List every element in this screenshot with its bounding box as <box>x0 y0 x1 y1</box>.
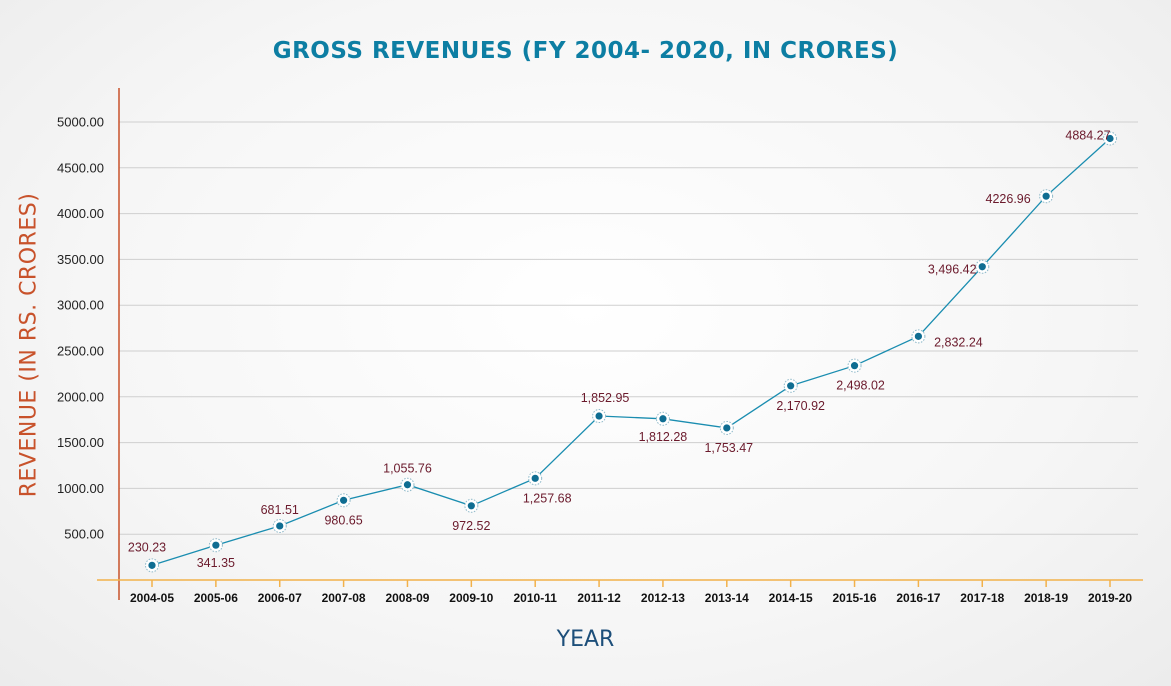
x-axis-title: YEAR <box>556 627 615 652</box>
data-label: 980.65 <box>324 513 362 527</box>
data-label: 1,257.68 <box>523 491 572 505</box>
gridlines <box>119 121 1138 535</box>
x-tick-label: 2005-06 <box>194 591 238 605</box>
x-tick-label: 2010-11 <box>514 591 558 605</box>
data-point <box>655 411 670 426</box>
y-tick-label: 1500.00 <box>57 435 104 450</box>
data-label: 341.35 <box>197 556 235 570</box>
data-label: 1,753.47 <box>704 441 753 455</box>
x-tick-label: 2014-15 <box>769 591 813 605</box>
data-point <box>783 378 798 393</box>
data-point <box>464 498 479 513</box>
data-label: 1,055.76 <box>383 462 432 476</box>
y-tick-label: 500.00 <box>64 527 104 542</box>
y-tick-label: 4000.00 <box>57 206 104 221</box>
data-point <box>400 477 415 492</box>
x-tick-label: 2012-13 <box>641 591 685 605</box>
series-line <box>151 138 1111 566</box>
data-point <box>528 471 543 486</box>
x-tick-label: 2007-08 <box>322 591 366 605</box>
data-label: 972.52 <box>452 519 490 533</box>
x-tick-label: 2008-09 <box>385 591 429 605</box>
data-point <box>975 259 990 274</box>
y-tick-label: 2000.00 <box>57 389 104 404</box>
data-point <box>1039 189 1054 204</box>
y-tick-label: 3000.00 <box>57 298 104 313</box>
data-point <box>911 329 926 344</box>
data-label: 2,170.92 <box>776 399 825 413</box>
data-point <box>1103 131 1117 146</box>
data-label: 2,832.24 <box>934 335 983 349</box>
data-label: 3,496.42 <box>928 263 977 277</box>
x-tick-label: 2019-20 <box>1088 591 1132 605</box>
chart-title: GROSS REVENUES (FY 2004- 2020, IN CRORES… <box>272 38 899 64</box>
y-tick-label: 4500.00 <box>57 160 104 175</box>
tick-labels: 500.00 1000.00 1500.00 2000.00 2500.00 3000.0… <box>57 115 1132 606</box>
data-point <box>592 409 607 424</box>
data-label: 1,812.28 <box>639 430 688 444</box>
x-tick-label: 2011-12 <box>577 591 621 605</box>
series-revenue <box>145 131 1117 573</box>
axes <box>97 88 1143 600</box>
data-point <box>208 538 223 553</box>
data-label: 4884.27 <box>1065 128 1110 142</box>
data-label: 230.23 <box>128 540 166 554</box>
data-label: 681.51 <box>261 503 299 517</box>
data-point <box>847 358 862 373</box>
data-label: 1,852.95 <box>581 391 630 405</box>
x-tick-label: 2017-18 <box>960 591 1004 605</box>
x-tick-label: 2018-19 <box>1024 591 1068 605</box>
data-point <box>272 518 287 533</box>
data-label: 4226.96 <box>986 192 1031 206</box>
x-tick-label: 2006-07 <box>258 591 302 605</box>
data-point <box>336 493 351 508</box>
data-labels: 230.23 341.35 681.51 980.65 1,055.76 972.52 1,… <box>128 128 1111 570</box>
y-tick-label: 3500.00 <box>57 252 104 267</box>
data-point <box>719 420 734 435</box>
y-tick-label: 5000.00 <box>57 115 104 130</box>
x-tick-label: 2013-14 <box>705 591 749 605</box>
y-tick-label: 1000.00 <box>57 481 104 496</box>
x-tick-label: 2016-17 <box>896 591 940 605</box>
data-label: 2,498.02 <box>836 379 885 393</box>
y-tick-label: 2500.00 <box>57 344 104 359</box>
x-tick-label: 2015-16 <box>833 591 877 605</box>
x-tick-label: 2004-05 <box>130 591 174 605</box>
x-tick-label: 2009-10 <box>449 591 493 605</box>
data-point <box>145 558 159 573</box>
